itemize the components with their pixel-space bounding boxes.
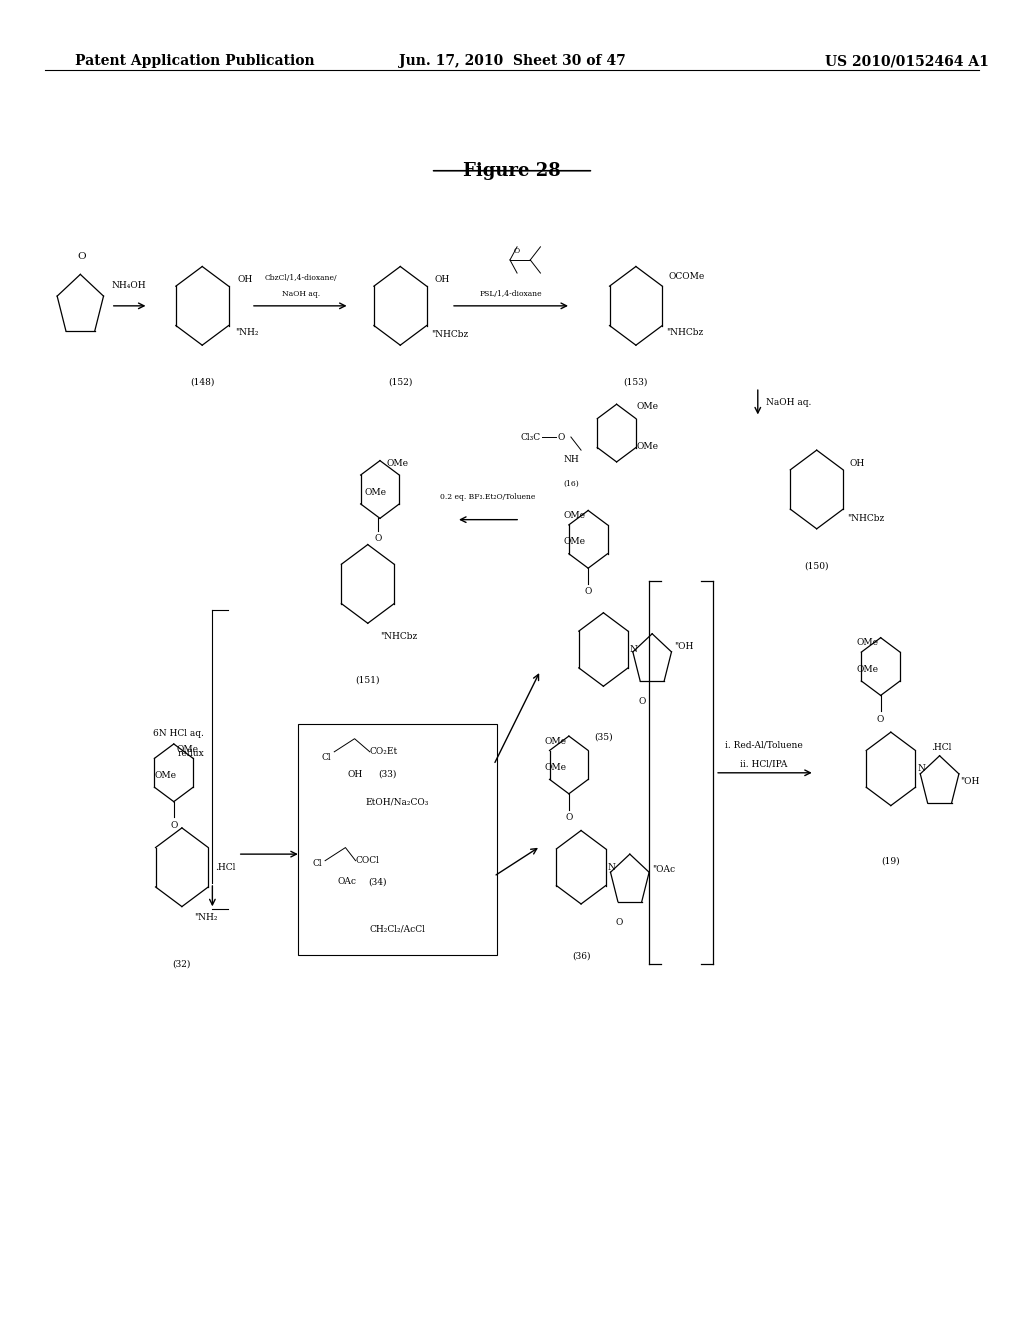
Text: (148): (148) [190,378,214,387]
Text: EtOH/Na₂CO₃: EtOH/Na₂CO₃ [366,797,429,807]
Text: "OH: "OH [959,777,979,787]
Text: (153): (153) [624,378,648,387]
Text: O: O [374,533,382,543]
Text: (16): (16) [563,480,579,488]
Text: OMe: OMe [386,459,408,467]
Text: reflux: reflux [177,748,204,758]
Text: OH: OH [238,275,253,284]
Text: O: O [638,697,646,706]
Text: OMe: OMe [177,744,199,754]
Text: OMe: OMe [365,487,386,496]
Text: Figure 28: Figure 28 [463,161,561,180]
Text: (35): (35) [594,733,612,741]
Text: US 2010/0152464 A1: US 2010/0152464 A1 [825,54,989,69]
Text: OMe: OMe [564,511,586,520]
Text: OMe: OMe [856,639,879,647]
Text: "NHCbz: "NHCbz [431,330,468,339]
Text: 0.2 eq. BF₃.Et₂O/Toluene: 0.2 eq. BF₃.Et₂O/Toluene [440,494,536,502]
Text: CbzCl/1,4-dioxane/: CbzCl/1,4-dioxane/ [264,275,337,282]
Text: CH₂Cl₂/AcCl: CH₂Cl₂/AcCl [370,924,425,933]
Text: (151): (151) [355,676,380,685]
Text: Patent Application Publication: Patent Application Publication [75,54,315,69]
Text: ii. HCl/IPA: ii. HCl/IPA [740,760,787,768]
Text: COCl: COCl [355,857,380,865]
Text: (33): (33) [378,770,396,779]
Text: OMe: OMe [637,403,658,412]
Text: "NHCbz: "NHCbz [380,632,417,642]
Text: OMe: OMe [155,771,177,780]
Text: O: O [170,821,177,830]
Text: Jun. 17, 2010  Sheet 30 of 47: Jun. 17, 2010 Sheet 30 of 47 [398,54,626,69]
Text: OH: OH [435,275,451,284]
Text: OMe: OMe [856,665,879,673]
Text: OMe: OMe [637,442,658,450]
FancyBboxPatch shape [298,725,497,956]
Text: NH: NH [563,455,579,463]
Text: O: O [565,813,572,822]
Text: OMe: OMe [545,737,566,746]
Text: "NH₂: "NH₂ [234,327,258,337]
Text: (36): (36) [571,952,590,960]
Text: NaOH aq.: NaOH aq. [282,290,319,298]
Text: Cl₃C: Cl₃C [520,433,541,441]
Text: OH: OH [849,459,864,467]
Text: Cl: Cl [312,859,323,867]
Text: Cl: Cl [322,752,331,762]
Text: O: O [877,714,885,723]
Text: (34): (34) [368,878,386,886]
Text: NaOH aq.: NaOH aq. [766,397,811,407]
Text: O: O [77,252,86,260]
Text: "NHCbz: "NHCbz [847,513,885,523]
Text: (152): (152) [388,378,413,387]
Text: 6N HCl aq.: 6N HCl aq. [154,729,204,738]
Text: OCOMe: OCOMe [669,272,705,281]
Text: CO₂Et: CO₂Et [370,747,398,756]
Text: O: O [514,247,520,255]
Text: OH: OH [347,770,362,779]
Text: "NHCbz: "NHCbz [667,327,703,337]
Text: O: O [558,433,565,441]
Text: OMe: OMe [564,537,586,546]
Text: .HCl: .HCl [932,743,952,752]
Text: "NH₂: "NH₂ [195,912,217,921]
Text: (150): (150) [805,561,829,570]
Text: i. Red-Al/Toluene: i. Red-Al/Toluene [725,741,803,750]
Text: "OH: "OH [675,643,694,651]
Text: OAc: OAc [337,878,356,886]
Text: O: O [585,587,592,597]
Text: "OAc: "OAc [652,866,675,874]
Text: NH₄OH: NH₄OH [112,281,146,290]
Text: OMe: OMe [545,763,566,772]
Text: .HCl: .HCl [215,863,236,871]
Text: O: O [616,917,624,927]
Text: N: N [630,645,638,653]
Text: N: N [607,863,615,871]
Text: (32): (32) [173,960,191,968]
Text: N: N [918,764,926,774]
Text: PSL/1,4-dioxane: PSL/1,4-dioxane [479,290,543,298]
Text: (19): (19) [882,857,900,866]
